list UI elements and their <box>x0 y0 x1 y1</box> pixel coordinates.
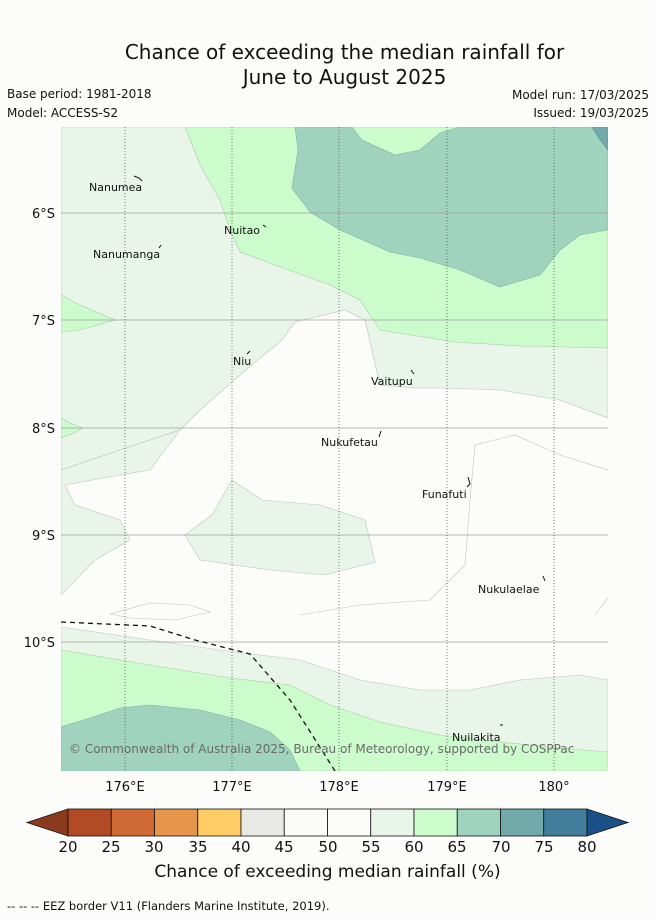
contour-outline-2 <box>299 434 608 616</box>
base-period: Base period: 1981-2018 <box>7 87 152 101</box>
contour-65-70-north <box>291 127 608 288</box>
colorbar-extend-high <box>586 808 630 837</box>
nuitao-shape <box>262 224 267 228</box>
lat-labels: 6°S 7°S 8°S 9°S 10°S <box>24 207 55 651</box>
eez-border <box>61 621 336 771</box>
colorbar-tick: 75 <box>534 838 554 856</box>
island-label-nuitao: Nuitao <box>224 224 260 237</box>
colorbar-segment <box>154 808 199 837</box>
colorbar-title: Chance of exceeding median rainfall (%) <box>154 862 501 882</box>
colorbar-tick: 80 <box>577 838 597 856</box>
colorbar-tick: 30 <box>144 838 164 856</box>
colorbar-tick: 25 <box>101 838 121 856</box>
colorbar-tick: 60 <box>404 838 424 856</box>
colorbar-segment <box>240 808 285 837</box>
lon-label-179e: 179°E <box>427 780 467 795</box>
colorbar-extend-low <box>25 808 69 837</box>
island-label-nukufetau: Nukufetau <box>321 436 378 449</box>
island-labels: Nanumea Nuitao Nanumanga Niu Vaitupu Nuk… <box>89 181 540 744</box>
colorbar-segment <box>500 808 545 837</box>
title-line-1: Chance of exceeding the median rainfall … <box>124 40 565 64</box>
funafuti-shape <box>466 476 471 488</box>
contour-65-70-south <box>61 704 301 771</box>
contour-55-60-west <box>61 429 181 596</box>
contour-60-65-west-1 <box>61 294 116 333</box>
colorbar-segment <box>110 808 155 837</box>
colorbar-tick: 65 <box>447 838 467 856</box>
lon-labels: 176°E 177°E 178°E 179°E 180° <box>105 780 569 795</box>
lon-gridlines <box>124 127 555 771</box>
lon-label-178e: 178°E <box>319 780 359 795</box>
island-label-nanumanga: Nanumanga <box>93 248 160 261</box>
lon-label-177e: 177°E <box>212 780 252 795</box>
colorbar-tick: 45 <box>274 838 294 856</box>
colorbar-tick: 20 <box>58 838 78 856</box>
island-label-funafuti: Funafuti <box>422 488 467 501</box>
colorbar-tick: 40 <box>231 838 251 856</box>
copyright-notice: © Commonwealth of Australia 2025, Bureau… <box>69 742 574 756</box>
lat-label-8s: 8°S <box>32 422 55 437</box>
lon-label-180: 180° <box>538 780 569 795</box>
colorbar-tick: 55 <box>361 838 381 856</box>
lon-label-176e: 176°E <box>105 780 145 795</box>
map-area: Nanumea Nuitao Nanumanga Niu Vaitupu Nuk… <box>61 127 608 771</box>
lat-label-7s: 7°S <box>32 314 55 329</box>
nanumanga-shape <box>158 244 162 249</box>
lat-label-10s: 10°S <box>24 636 55 651</box>
island-label-nanumea: Nanumea <box>89 181 142 194</box>
nukufetau-shape <box>378 430 382 438</box>
nanumea-shape <box>133 175 143 182</box>
colorbar-segment <box>327 808 372 837</box>
contour-70-75-corner <box>591 127 608 151</box>
island-label-niu: Niu <box>233 355 251 368</box>
colorbar-segment <box>67 808 112 837</box>
colorbar-segment <box>456 808 501 837</box>
lat-label-9s: 9°S <box>32 529 55 544</box>
colorbar-tick: 35 <box>188 838 208 856</box>
colorbar-tick: 70 <box>491 838 511 856</box>
island-label-vaitupu: Vaitupu <box>371 375 413 388</box>
colorbar-segment <box>543 808 588 837</box>
contour-55-60-center-blob <box>184 479 376 576</box>
island-shapes <box>133 175 546 726</box>
nukulaelae-shape <box>542 575 546 582</box>
model-run: Model run: 17/03/2025 <box>511 88 649 102</box>
island-label-nukulaelae: Nukulaelae <box>478 583 540 596</box>
contour-outline-1 <box>109 602 212 621</box>
title-line-2: June to August 2025 <box>242 65 447 89</box>
niu-shape <box>246 350 251 355</box>
colorbar-segment <box>197 808 242 837</box>
map-title: Chance of exceeding the median rainfall … <box>0 40 655 90</box>
colorbar-tick: 50 <box>318 838 338 856</box>
colorbar-segment <box>283 808 328 837</box>
vaitupu-shape <box>410 369 415 375</box>
model-name: Model: ACCESS-S2 <box>7 106 119 120</box>
colorbar-segment <box>370 808 415 837</box>
colorbar <box>25 808 630 837</box>
contour-outline-3 <box>594 597 608 616</box>
island-label-nuilakita: Nuilakita <box>452 731 501 744</box>
eez-border-note: -- -- -- EEZ border V11 (Flanders Marine… <box>7 899 330 913</box>
issued-date: Issued: 19/03/2025 <box>533 106 649 120</box>
lat-label-6s: 6°S <box>32 207 55 222</box>
colorbar-segment <box>413 808 458 837</box>
lat-gridlines <box>61 212 608 643</box>
